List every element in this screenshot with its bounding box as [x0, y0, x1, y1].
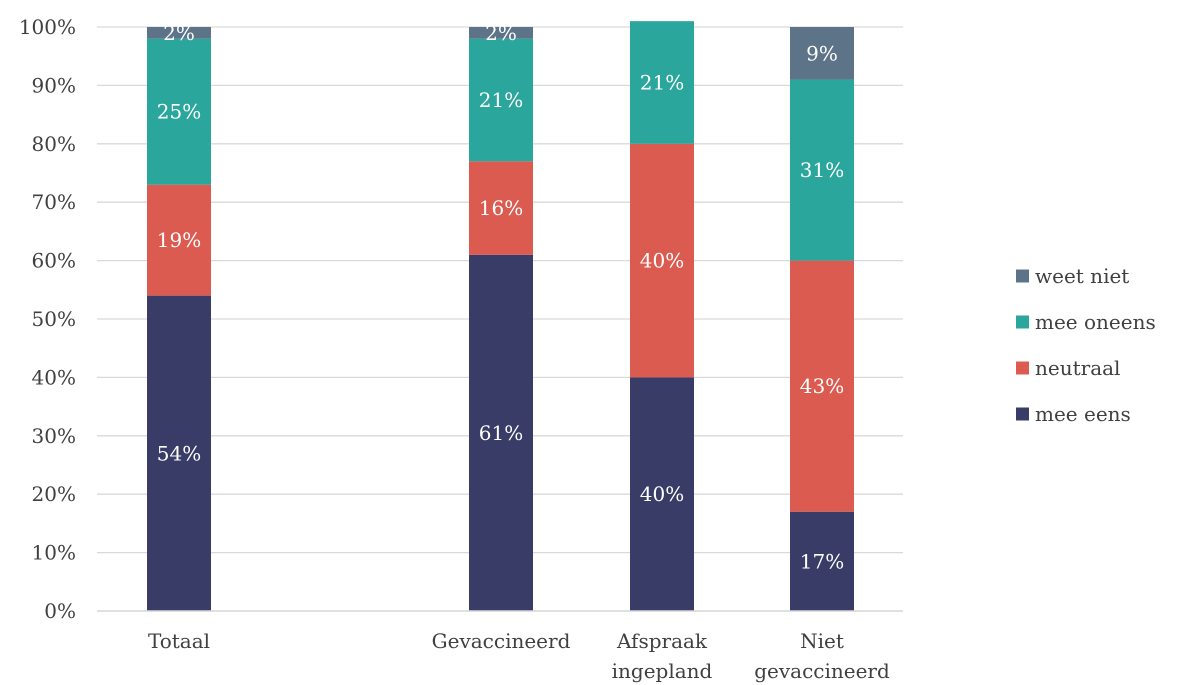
x-tick-label: Gevaccineerd: [432, 629, 571, 653]
bar-segment: [469, 161, 533, 255]
legend-swatch: [1016, 269, 1029, 283]
y-tick-label: 50%: [32, 307, 76, 331]
bar-segment: [630, 21, 694, 144]
data-label: 40%: [640, 482, 684, 506]
bar-segment: [790, 27, 854, 80]
y-tick-label: 0%: [44, 599, 76, 623]
x-tick-label: Niet: [800, 629, 844, 653]
x-axis: Totaal Gevaccineerd Afspraak ingepland Niet g…: [97, 610, 903, 683]
data-label: 17%: [800, 549, 844, 573]
data-label: 2%: [163, 21, 195, 45]
data-label: 16%: [479, 196, 523, 220]
bar-segment: [147, 27, 211, 39]
data-label: 61%: [479, 421, 523, 445]
legend-label: mee oneens: [1035, 310, 1156, 334]
legend-label: mee eens: [1035, 402, 1131, 426]
bar-segment: [790, 79, 854, 261]
bar-segment: [790, 260, 854, 512]
legend: weet niet mee oneens neutraal mee eens: [1016, 264, 1156, 426]
legend-swatch: [1016, 315, 1029, 329]
bar-segment: [469, 27, 533, 39]
y-tick-label: 60%: [32, 249, 76, 273]
data-label: 2%: [485, 21, 517, 45]
x-tick-label: ingepland: [612, 659, 713, 683]
bar-segment: [469, 38, 533, 162]
bars: 54% 19% 25% 2% 61% 16% 21% 2% 40% 40% 21% 17% 43% 31%…: [147, 21, 854, 611]
data-label: 40%: [640, 249, 684, 273]
legend-swatch: [1016, 361, 1029, 375]
y-axis: 0% 10% 20% 30% 40% 50% 60% 70% 80% 90% 100%: [19, 15, 76, 623]
legend-label: weet niet: [1035, 264, 1129, 288]
bar-segment: [630, 377, 694, 611]
bar-segment: [147, 38, 211, 185]
bar-segment: [790, 511, 854, 611]
y-tick-label: 80%: [32, 132, 76, 156]
y-tick-label: 10%: [32, 541, 76, 565]
bar-segment: [147, 184, 211, 296]
y-tick-label: 40%: [32, 365, 76, 389]
x-tick-label: gevaccineerd: [754, 659, 890, 683]
data-label: 43%: [800, 374, 844, 398]
legend-label: neutraal: [1035, 356, 1120, 380]
y-tick-label: 30%: [32, 424, 76, 448]
data-label: 9%: [806, 41, 838, 65]
x-tick-label: Totaal: [148, 629, 210, 653]
data-label: 25%: [157, 100, 201, 124]
x-tick-label: Afspraak: [616, 629, 708, 653]
data-label: 19%: [157, 228, 201, 252]
data-label: 21%: [479, 88, 523, 112]
data-label: 31%: [800, 158, 844, 182]
bar-segment: [630, 143, 694, 378]
legend-swatch: [1016, 407, 1029, 421]
bar-segment: [469, 254, 533, 611]
data-label: 21%: [640, 70, 684, 94]
data-label: 54%: [157, 441, 201, 465]
y-tick-label: 70%: [32, 190, 76, 214]
y-tick-label: 20%: [32, 482, 76, 506]
bar-segment: [147, 295, 211, 611]
y-tick-label: 90%: [32, 73, 76, 97]
y-tick-label: 100%: [19, 15, 76, 39]
